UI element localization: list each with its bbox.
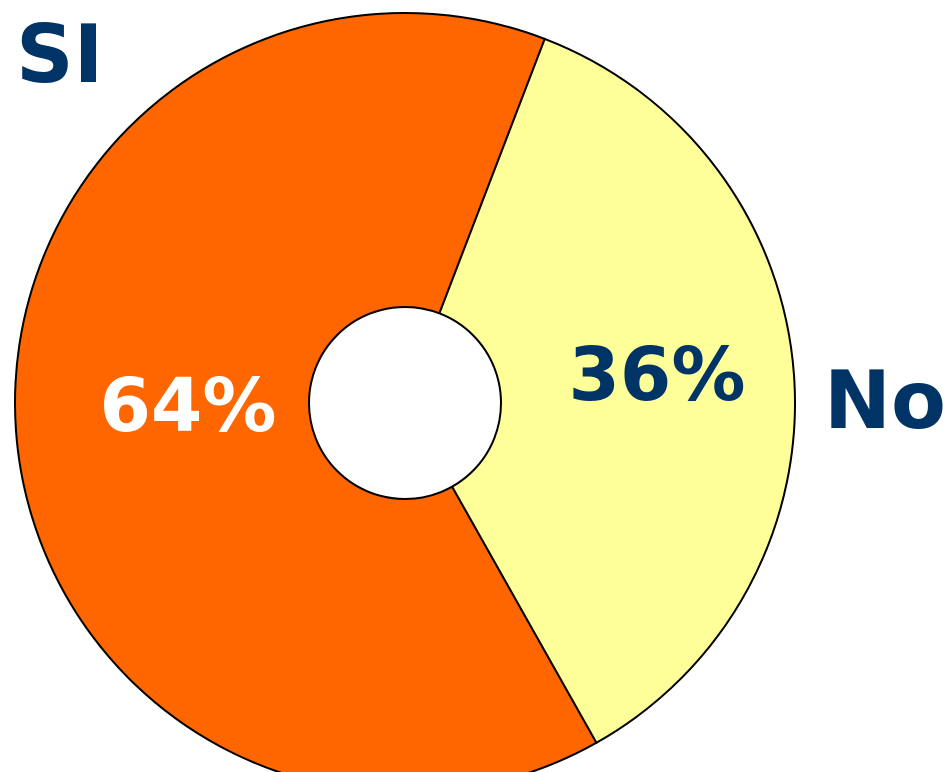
slices-group — [14, 12, 796, 772]
value-label-si: 64% — [99, 363, 276, 449]
value-label-no: 36% — [568, 332, 745, 418]
labels-group: 64% SI 36% No — [16, 8, 946, 449]
slice-si — [14, 12, 598, 772]
donut-hole — [308, 306, 502, 500]
category-label-no: No — [824, 354, 946, 447]
category-label-si: SI — [16, 8, 103, 101]
slice-no — [403, 37, 796, 745]
